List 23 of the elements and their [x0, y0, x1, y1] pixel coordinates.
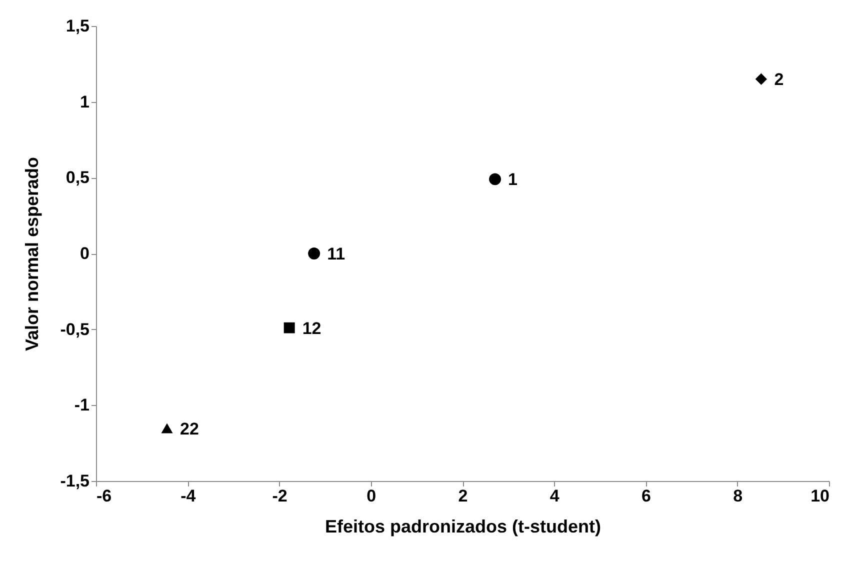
x-tick-label: 8 — [733, 486, 743, 506]
x-tick-label: -6 — [96, 486, 112, 506]
y-axis-title: Valor normal esperado — [22, 156, 42, 352]
series-label: 22 — [180, 420, 199, 439]
y-tick-label: -0,5 — [60, 320, 90, 339]
y-tick-label: 0,5 — [66, 168, 90, 188]
x-tick-label: 10 — [810, 486, 830, 506]
x-tick-label: 0 — [366, 486, 376, 506]
y-tick-label: 1,5 — [66, 16, 90, 36]
x-tick-label: -2 — [272, 486, 288, 506]
series-label: 2 — [774, 70, 784, 90]
y-tick-label: -1,5 — [60, 472, 90, 490]
x-axis-title: Efeitos padronizados (t-student) — [325, 516, 601, 536]
series-label: 1 — [508, 170, 518, 190]
x-tick-label: 4 — [550, 486, 560, 506]
series-label: 12 — [302, 318, 322, 338]
y-tick-label: -1 — [74, 396, 90, 415]
x-tick-label: 2 — [458, 486, 468, 506]
series-label: 11 — [327, 244, 346, 264]
y-tick-label: 0 — [80, 244, 90, 263]
x-tick-label: 6 — [642, 486, 651, 506]
x-tick-label: -4 — [180, 486, 196, 506]
y-tick-label: 1 — [80, 92, 90, 112]
